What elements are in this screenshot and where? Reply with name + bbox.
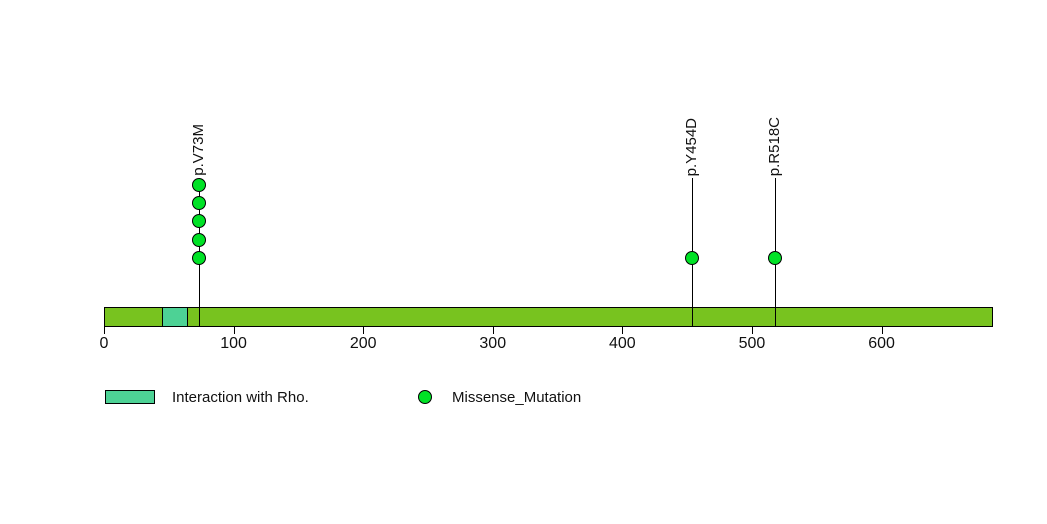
- axis-tick: [622, 327, 624, 334]
- missense-mutation-swatch: [418, 390, 432, 404]
- mutation-circle: [685, 251, 700, 265]
- legend-item-missense: Missense_Mutation: [418, 382, 581, 412]
- mutation-circle: [768, 251, 783, 265]
- axis-tick-label: 600: [868, 335, 895, 352]
- axis-tick: [881, 327, 883, 334]
- axis-tick-label: 100: [220, 335, 247, 352]
- axis-tick-label: 500: [738, 335, 766, 352]
- mutation-label: p.V73M: [189, 124, 207, 176]
- axis-tick-label: 400: [609, 335, 636, 352]
- legend: Interaction with Rho. Missense_Mutation: [0, 0, 1047, 406]
- axis-tick-label: 200: [349, 335, 377, 352]
- axis-tick: [104, 327, 105, 334]
- mutation-circle: [191, 196, 206, 211]
- legend-item-domain: Interaction with Rho.: [105, 382, 309, 412]
- mutation-label: p.R518C: [766, 116, 784, 176]
- axis-tick: [363, 327, 365, 334]
- axis-tick-label: 300: [479, 335, 507, 352]
- axis-tick: [492, 327, 494, 334]
- legend-label-domain: Interaction with Rho.: [172, 388, 309, 406]
- domain-rect: [162, 307, 189, 327]
- legend-label-missense: Missense_Mutation: [452, 388, 582, 406]
- protein-backbone: [104, 307, 993, 327]
- mutation-circle: [191, 214, 206, 229]
- mutation-circle: [191, 251, 206, 265]
- mutation-circle: [191, 232, 206, 247]
- mutation-circle: [191, 177, 206, 192]
- domain-swatch: [105, 390, 155, 404]
- axis-tick: [233, 327, 235, 334]
- mutation-label: p.Y454D: [683, 117, 701, 176]
- axis-tick: [751, 327, 753, 334]
- axis-tick-label: 0: [99, 335, 109, 352]
